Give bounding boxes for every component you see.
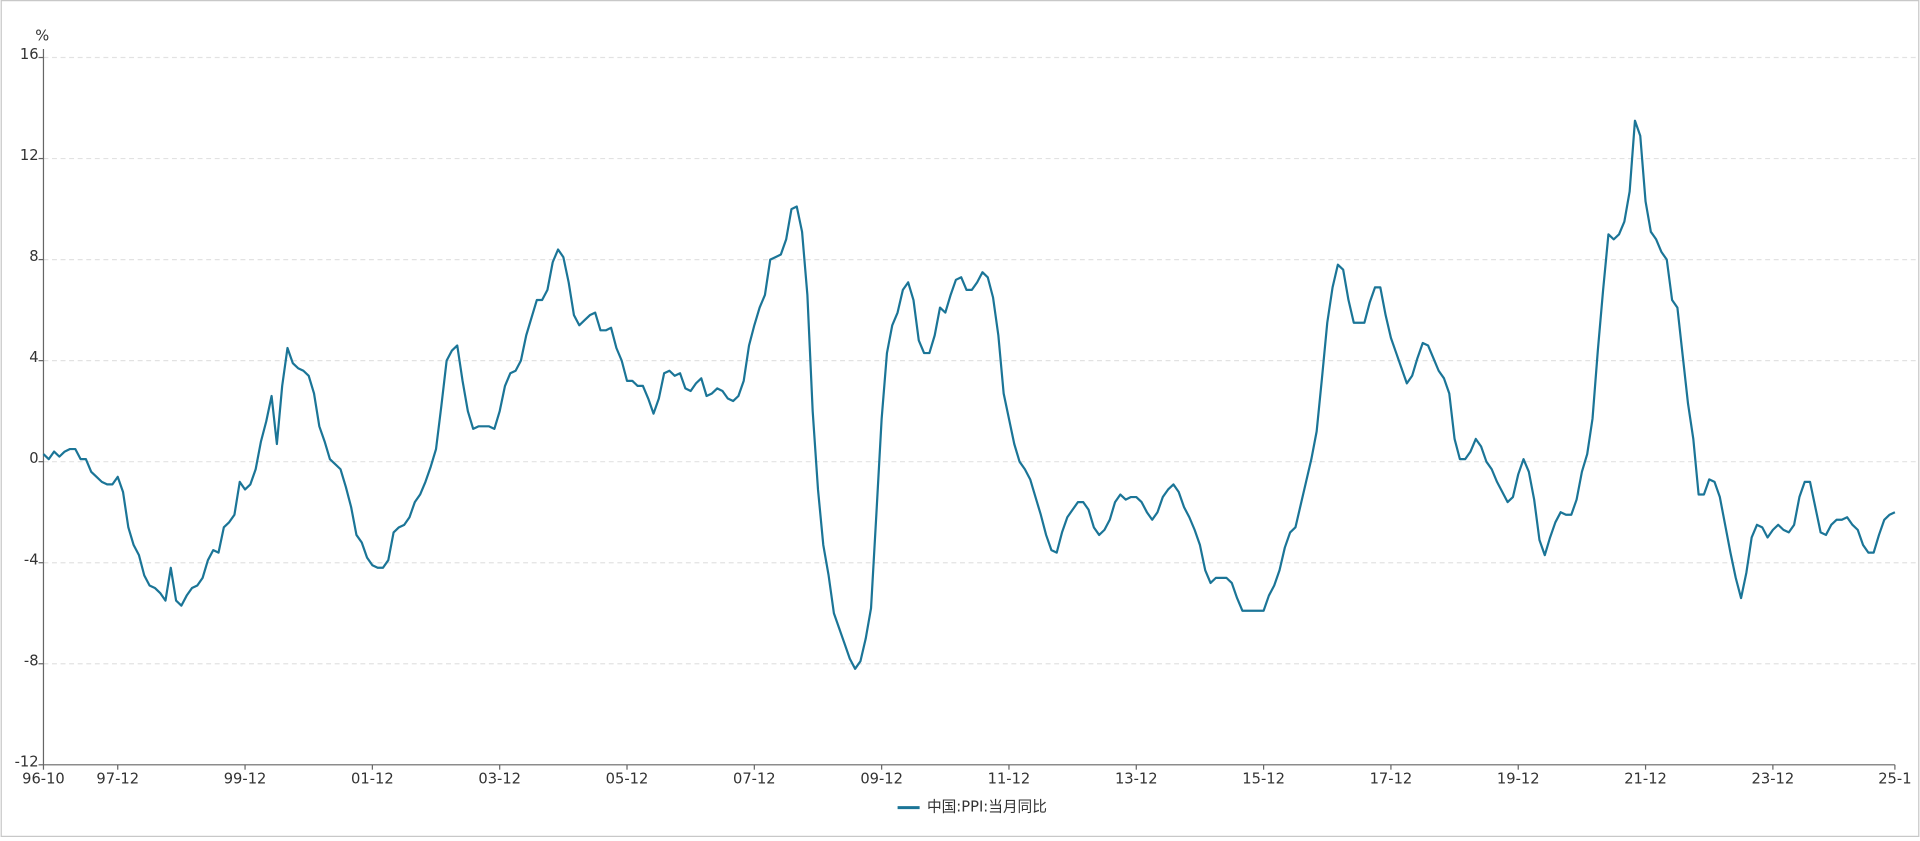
y-tick-label: 12 bbox=[20, 147, 39, 164]
y-tick-label: 16 bbox=[20, 46, 39, 63]
y-tick-label: 8 bbox=[29, 248, 38, 265]
x-tick-label: 05-12 bbox=[606, 770, 649, 787]
x-tick-label: 23-12 bbox=[1752, 770, 1795, 787]
y-tick-label: 0 bbox=[29, 450, 38, 467]
data-line bbox=[42, 119, 1896, 670]
x-tick-label: 25-1 bbox=[1878, 770, 1911, 787]
x-tick-label: 19-12 bbox=[1497, 770, 1540, 787]
y-tick-label: -12 bbox=[15, 753, 39, 770]
x-tick-label: 99-12 bbox=[224, 770, 267, 787]
x-tick-label: 97-12 bbox=[96, 770, 139, 787]
x-tick-label: 15-12 bbox=[1242, 770, 1285, 787]
x-tick-label: 03-12 bbox=[478, 770, 521, 787]
x-tick-label: 11-12 bbox=[988, 770, 1031, 787]
y-tick-label: 4 bbox=[29, 349, 38, 366]
x-tick-label: 17-12 bbox=[1370, 770, 1413, 787]
x-tick-label: 01-12 bbox=[351, 770, 394, 787]
y-axis-label: % bbox=[35, 28, 49, 45]
y-tick-label: -8 bbox=[24, 652, 39, 669]
x-tick-label: 13-12 bbox=[1115, 770, 1158, 787]
x-tick-label: 09-12 bbox=[860, 770, 903, 787]
y-tick-label: -4 bbox=[24, 551, 39, 568]
x-tick-label: 96-10 bbox=[22, 770, 65, 787]
x-tick-label: 07-12 bbox=[733, 770, 776, 787]
x-tick-label: 21-12 bbox=[1624, 770, 1667, 787]
legend-label: 中国:PPI:当月同比 bbox=[927, 799, 1047, 816]
